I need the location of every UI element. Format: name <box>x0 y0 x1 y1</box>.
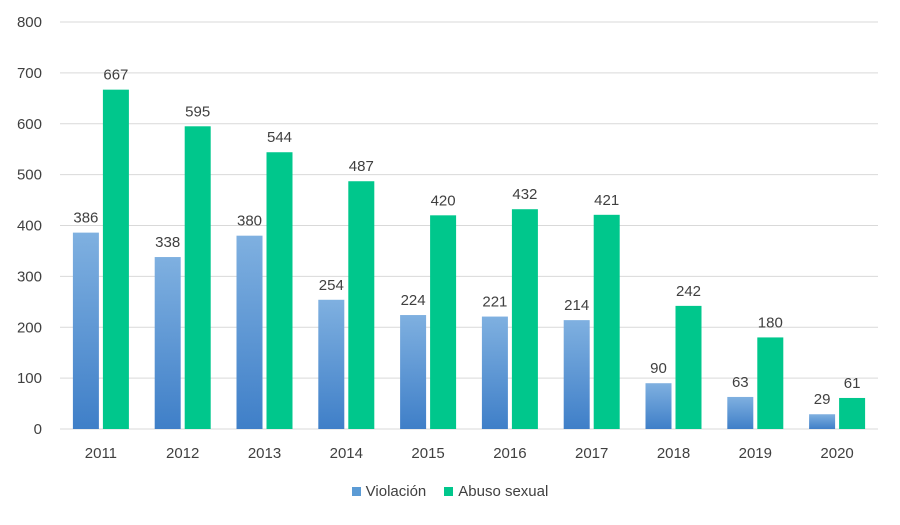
data-label-abuso-sexual-2016: 432 <box>512 186 537 203</box>
data-label-abuso-sexual-2018: 242 <box>676 283 701 300</box>
x-tick-label-2016: 2016 <box>493 445 526 462</box>
legend-label-violacion: Violación <box>365 483 427 500</box>
y-tick-label-600: 600 <box>17 116 42 133</box>
data-label-violacion-2017: 214 <box>564 297 589 314</box>
bar-abuso-sexual-2019[interactable] <box>757 337 784 429</box>
x-tick-label-2017: 2017 <box>575 445 608 462</box>
legend-swatch-abuso-sexual <box>444 487 454 496</box>
data-label-violacion-2019: 63 <box>732 374 749 391</box>
bar-abuso-sexual-2012[interactable] <box>184 126 211 429</box>
bar-violacion-2013[interactable] <box>236 235 263 429</box>
data-label-abuso-sexual-2017: 421 <box>594 192 619 209</box>
data-label-abuso-sexual-2015: 420 <box>431 192 456 209</box>
bar-violacion-2011[interactable] <box>72 232 99 429</box>
data-label-violacion-2014: 254 <box>319 277 344 294</box>
x-tick-label-2020: 2020 <box>820 445 853 462</box>
data-label-abuso-sexual-2011: 667 <box>103 67 128 84</box>
bar-violacion-2017[interactable] <box>563 320 590 429</box>
bar-abuso-sexual-2018[interactable] <box>675 305 702 429</box>
bars <box>72 89 866 430</box>
bar-violacion-2012[interactable] <box>154 257 181 429</box>
bar-abuso-sexual-2020[interactable] <box>839 397 866 429</box>
x-tick-label-2014: 2014 <box>330 445 363 462</box>
x-tick-label-2011: 2011 <box>85 445 117 462</box>
data-label-violacion-2013: 380 <box>237 213 262 230</box>
bar-violacion-2019[interactable] <box>727 396 754 429</box>
data-label-abuso-sexual-2013: 544 <box>267 129 292 146</box>
data-labels: 386 667 338 595 380 544 254 487 224 420 221 432 214 4… <box>73 67 860 409</box>
y-tick-label-700: 700 <box>17 65 42 82</box>
data-label-abuso-sexual-2012: 595 <box>185 103 210 120</box>
legend-label-abuso-sexual: Abuso sexual <box>458 483 549 500</box>
x-tick-label-2013: 2013 <box>248 445 281 462</box>
x-axis-ticks: 2011 2012 2013 2014 2015 2016 2017 2018 2019 2020 <box>85 445 854 462</box>
bar-abuso-sexual-2013[interactable] <box>266 152 293 430</box>
y-tick-label-100: 100 <box>17 370 42 387</box>
bar-abuso-sexual-2017[interactable] <box>593 214 620 429</box>
bar-violacion-2016[interactable] <box>481 316 508 429</box>
y-tick-label-200: 200 <box>17 319 42 336</box>
legend-item-abuso-sexual[interactable]: Abuso sexual <box>444 483 548 500</box>
legend: Violación Abuso sexual <box>0 483 900 500</box>
data-label-violacion-2018: 90 <box>650 360 667 377</box>
y-tick-label-0: 0 <box>34 421 42 438</box>
bar-abuso-sexual-2014[interactable] <box>348 181 375 429</box>
x-tick-label-2012: 2012 <box>166 445 199 462</box>
y-tick-label-300: 300 <box>17 268 42 285</box>
gridlines <box>60 21 878 430</box>
x-tick-label-2018: 2018 <box>657 445 690 462</box>
data-label-violacion-2012: 338 <box>155 234 180 251</box>
x-tick-label-2015: 2015 <box>411 445 444 462</box>
data-label-abuso-sexual-2020: 61 <box>844 375 861 392</box>
legend-item-violacion[interactable]: Violación <box>351 483 427 500</box>
data-label-violacion-2011: 386 <box>73 210 98 227</box>
bar-violacion-2014[interactable] <box>318 299 345 429</box>
bar-abuso-sexual-2016[interactable] <box>511 209 538 429</box>
bar-violacion-2018[interactable] <box>645 383 672 429</box>
data-label-violacion-2015: 224 <box>401 292 426 309</box>
data-label-violacion-2020: 29 <box>814 391 831 408</box>
bar-violacion-2020[interactable] <box>809 414 836 429</box>
y-tick-label-500: 500 <box>17 167 42 184</box>
data-label-abuso-sexual-2014: 487 <box>349 158 374 175</box>
y-axis-ticks: 0 100 200 300 400 500 600 700 800 <box>17 14 42 438</box>
x-tick-label-2019: 2019 <box>739 445 772 462</box>
bar-violacion-2015[interactable] <box>400 315 427 429</box>
bar-abuso-sexual-2011[interactable] <box>102 89 129 429</box>
y-tick-label-800: 800 <box>17 14 42 31</box>
data-label-violacion-2016: 221 <box>482 294 507 311</box>
data-label-abuso-sexual-2019: 180 <box>758 314 783 331</box>
legend-swatch-violacion <box>351 487 361 496</box>
bar-abuso-sexual-2015[interactable] <box>430 215 457 429</box>
y-tick-label-400: 400 <box>17 218 42 235</box>
